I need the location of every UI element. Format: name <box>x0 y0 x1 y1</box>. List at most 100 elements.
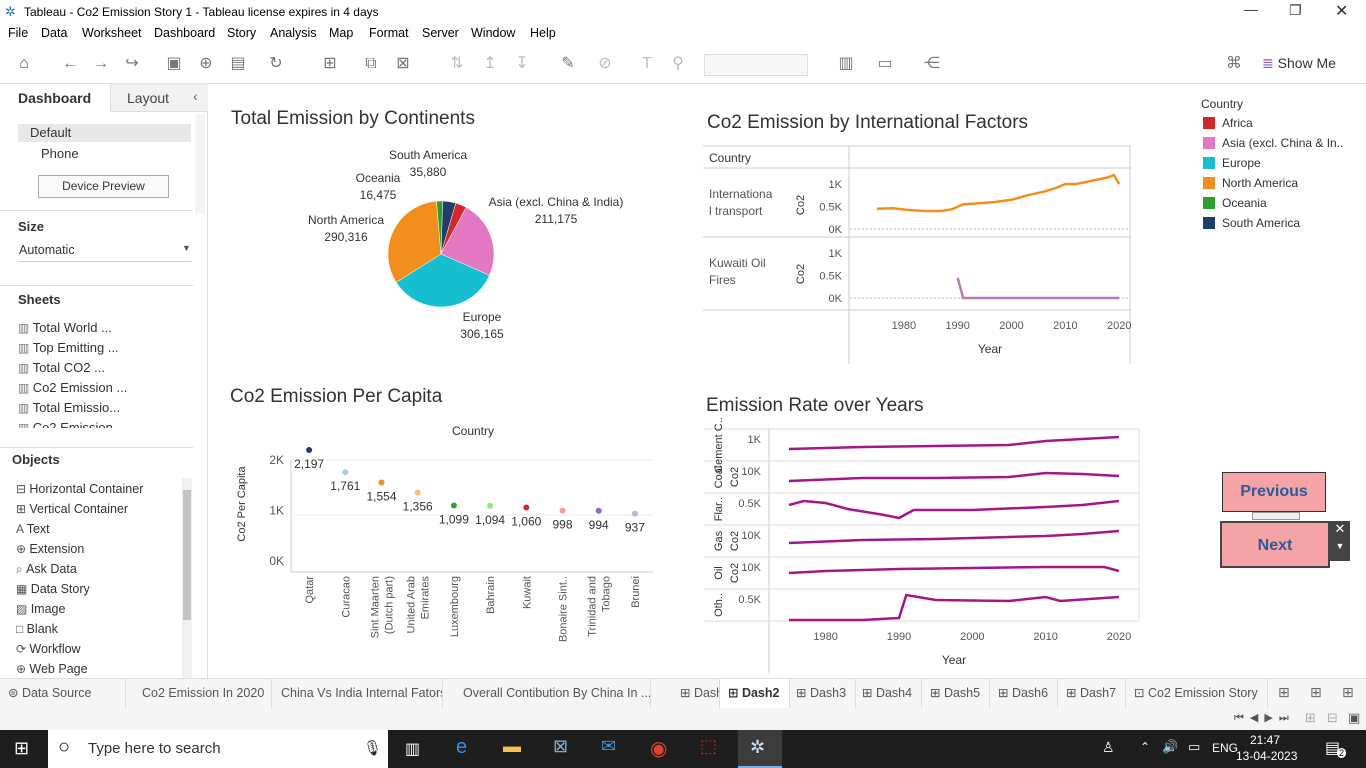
sheet-item[interactable]: ▥ Total CO2 ... <box>18 360 105 375</box>
menu-story[interactable]: Story <box>227 26 257 40</box>
size-dropdown[interactable]: Automatic ▼ <box>18 242 191 262</box>
menu-data[interactable]: Data <box>41 26 68 40</box>
volume-icon[interactable]: 🔊 <box>1162 739 1179 754</box>
people-icon[interactable]: ♙ <box>1102 739 1115 755</box>
legend-item[interactable]: Africa <box>1203 116 1253 130</box>
sorter-view-icon[interactable]: ⊞ <box>1305 710 1316 725</box>
sheet-tab[interactable]: ⊞ Dash7 <box>1058 679 1126 709</box>
edge-icon[interactable]: e <box>456 736 468 758</box>
close-icon[interactable]: ✕ <box>1335 3 1349 20</box>
show-me-button[interactable]: ≣ Show Me <box>1262 55 1336 72</box>
sheet-tab[interactable]: ⊞ Dash3 <box>788 679 856 709</box>
sheet-tab[interactable]: ⊞ Dash1 <box>672 679 720 709</box>
save-icon[interactable]: ▣ <box>166 55 182 72</box>
menu-help[interactable]: Help <box>530 26 556 40</box>
sheet-item[interactable]: ▥ Total World ... <box>18 320 112 335</box>
legend-item[interactable]: South America <box>1203 216 1300 230</box>
group-icon[interactable]: ⊘ <box>598 55 612 72</box>
fix-axes-icon[interactable]: ⚲ <box>672 55 684 72</box>
tab-layout[interactable]: Layout ‹ <box>110 84 208 112</box>
object-data-story[interactable]: ▦ Data Story <box>16 582 90 596</box>
legend-item[interactable]: Europe <box>1203 156 1261 170</box>
object-text[interactable]: A Text <box>16 522 50 536</box>
new-dashboard-tab-icon[interactable]: ⊞ <box>1310 684 1322 700</box>
menu-map[interactable]: Map <box>329 26 354 40</box>
language-indicator[interactable]: ENG <box>1212 741 1239 755</box>
forward-icon[interactable]: → <box>93 55 109 72</box>
device-icon[interactable]: ▭ <box>877 55 893 72</box>
next-button[interactable]: Next <box>1220 521 1330 568</box>
legend-item[interactable]: Asia (excl. China & In.. <box>1203 136 1343 150</box>
object-ask-data[interactable]: ⌕ Ask Data <box>16 562 77 576</box>
floating-controls[interactable]: ✕ ▼ <box>1330 521 1350 561</box>
sheet-nav-icons[interactable]: ⏮◀▶⏭ <box>1234 712 1295 724</box>
object-vertical-container[interactable]: ⊞ Vertical Container <box>16 502 129 516</box>
menu-window[interactable]: Window <box>471 26 516 40</box>
new-story-tab-icon[interactable]: ⊞ <box>1342 684 1354 700</box>
clock-time[interactable]: 21:47 <box>1250 733 1281 747</box>
sheet-item[interactable]: ▥ Co2 Emission <box>18 420 113 428</box>
taskbar-search[interactable]: ○ Type here to search 🎙 <box>48 730 388 768</box>
clock-date[interactable]: 13-04-2023 <box>1236 749 1298 763</box>
legend-item[interactable]: North America <box>1203 176 1298 190</box>
sort-desc-icon[interactable]: ↧ <box>515 55 529 72</box>
clear-sheet-icon[interactable]: ⊠ <box>396 55 410 72</box>
restore-icon[interactable]: ❐ <box>1289 2 1302 18</box>
task-view-icon[interactable]: ▥ <box>405 741 421 758</box>
fit-dropdown[interactable] <box>704 54 808 76</box>
store-icon[interactable]: ⊠ <box>553 736 569 756</box>
windows-start-icon[interactable]: ⊞ <box>14 738 30 758</box>
legend-item[interactable]: Oceania <box>1203 196 1267 210</box>
home-icon[interactable]: ⌂ <box>19 55 29 72</box>
device-phone[interactable]: Phone <box>41 146 79 161</box>
notification-icon[interactable]: ▤ <box>1325 740 1341 757</box>
new-worksheet-icon[interactable]: ⊞ <box>323 55 337 72</box>
labels-icon[interactable]: T <box>642 55 652 72</box>
pause-updates-icon[interactable]: ▤ <box>230 55 246 72</box>
microphone-icon[interactable]: 🎙 <box>363 740 383 757</box>
tableau-taskbar-button[interactable]: ✲ <box>738 730 782 768</box>
refresh-icon[interactable]: ↻ <box>269 55 283 72</box>
presentation-icon[interactable]: ▥ <box>838 55 854 72</box>
new-datasource-icon[interactable]: ⊕ <box>199 55 213 72</box>
objects-scrollbar[interactable] <box>182 478 192 678</box>
sheet-tab[interactable]: Overall Contibution By China In ... <box>455 679 651 709</box>
chevron-up-icon[interactable]: ⌃ <box>1140 740 1151 754</box>
duplicate-icon[interactable]: ⧉ <box>365 55 377 72</box>
swap-icon[interactable]: ⇅ <box>450 55 464 72</box>
object-blank[interactable]: □ Blank <box>16 622 58 636</box>
object-horizontal-container[interactable]: ⊟ Horizontal Container <box>16 482 144 496</box>
sheet-tab[interactable]: Co2 Emission In 2020 <box>134 679 272 709</box>
sort-asc-icon[interactable]: ↥ <box>483 55 497 72</box>
sheet-item[interactable]: ▥ Top Emitting ... <box>18 340 119 355</box>
sheet-tab[interactable]: ⊞ Dash2 <box>720 679 790 709</box>
menu-analysis[interactable]: Analysis <box>270 26 317 40</box>
device-scrollbar[interactable] <box>195 114 205 214</box>
highlight-icon[interactable]: ✎ <box>561 55 575 72</box>
mail-icon[interactable]: ✉ <box>601 736 617 756</box>
collapse-icon[interactable]: ‹ <box>193 88 198 104</box>
object-extension[interactable]: ⊕ Extension <box>16 542 85 556</box>
menu-dashboard[interactable]: Dashboard <box>154 26 216 40</box>
film-strip-icon[interactable]: ⊟ <box>1327 710 1338 725</box>
share-icon[interactable]: ⋲ <box>924 55 940 72</box>
object-image[interactable]: ▨ Image <box>16 602 66 616</box>
menu-worksheet[interactable]: Worksheet <box>82 26 142 40</box>
acrobat-icon[interactable]: ⬚ <box>700 736 718 756</box>
device-preview-button[interactable]: Device Preview <box>38 175 169 198</box>
menu-format[interactable]: Format <box>369 26 409 40</box>
sheet-item[interactable]: ▥ Co2 Emission ... <box>18 380 128 395</box>
sheet-tab[interactable]: ⊡ Co2 Emission Story <box>1126 679 1268 709</box>
sheet-tab[interactable]: ⊞ Dash6 <box>990 679 1058 709</box>
redo-icon[interactable]: ↪ <box>125 55 139 72</box>
format-painter-icon[interactable]: ⌘ <box>1226 55 1242 72</box>
sheet-tab[interactable]: ⊞ Dash5 <box>922 679 990 709</box>
sheet-tab[interactable]: ⊞ Dash4 <box>854 679 922 709</box>
tab-view-icon[interactable]: ▣ <box>1348 710 1361 725</box>
chevron-down-icon[interactable]: ▼ <box>1335 541 1345 551</box>
back-icon[interactable]: ← <box>62 55 78 72</box>
sheet-tab[interactable]: ⊜ Data Source <box>0 679 126 709</box>
close-icon[interactable]: ✕ <box>1334 521 1346 536</box>
file-explorer-icon[interactable]: ▬ <box>503 736 521 756</box>
resize-handle[interactable] <box>1252 512 1300 520</box>
